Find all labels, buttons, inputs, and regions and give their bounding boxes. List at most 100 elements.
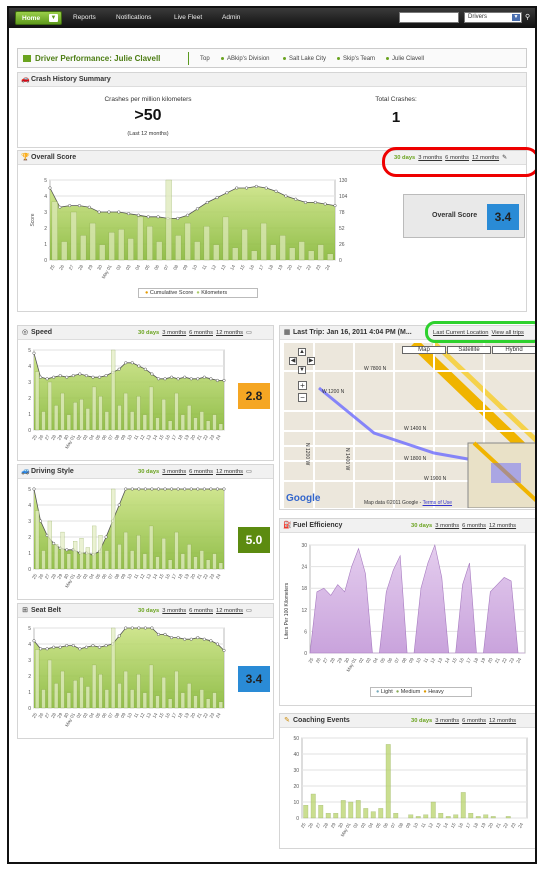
x-tick-label: 13 <box>220 264 227 271</box>
home-button[interactable]: Home ▼ <box>15 11 62 25</box>
x-tick-label: 22 <box>202 712 209 719</box>
edit-icon[interactable]: ✎ <box>502 155 507 161</box>
x-tick-label: 04 <box>134 264 141 271</box>
zoom-out-button[interactable]: − <box>298 393 307 402</box>
range-12-months[interactable]: 12 months <box>216 469 244 475</box>
range-12-months[interactable]: 12 months <box>472 155 500 161</box>
range-30-days[interactable]: 30 days <box>411 523 433 529</box>
range-12-months[interactable]: 12 months <box>489 523 517 529</box>
range-30-days[interactable]: 30 days <box>411 718 433 724</box>
y-tick-label: 30 <box>293 768 299 774</box>
range-30-days[interactable]: 30 days <box>138 608 160 614</box>
range-3-months[interactable]: 3 months <box>162 330 187 336</box>
map-pan-control[interactable]: ▲ ◀ ▶ ▼ <box>289 348 315 374</box>
x-tick-label: 22 <box>501 657 508 664</box>
crumb-team[interactable]: Skip's Team <box>337 56 375 62</box>
nav-admin[interactable]: Admin <box>222 14 241 21</box>
driver-select[interactable]: Drivers ▼ <box>464 12 522 23</box>
data-point <box>52 541 56 545</box>
expand-icon[interactable]: ▭ <box>246 469 252 475</box>
data-point <box>189 487 193 491</box>
data-point <box>32 487 36 491</box>
range-3-months[interactable]: 3 months <box>162 608 187 614</box>
crumb-city[interactable]: Salt Lake City <box>283 56 326 62</box>
x-tick-label: 02 <box>352 822 359 829</box>
range-3-months[interactable]: 3 months <box>418 155 443 161</box>
data-bar <box>289 247 296 261</box>
crumb-driver[interactable]: Julie Clavell <box>386 56 424 62</box>
data-bar <box>155 417 160 431</box>
search-input[interactable] <box>399 12 459 23</box>
range-30-days[interactable]: 30 days <box>138 469 160 475</box>
data-bar <box>149 525 154 570</box>
range-12-months[interactable]: 12 months <box>216 330 244 336</box>
nav-notifications[interactable]: Notifications <box>116 14 152 21</box>
range-3-months[interactable]: 3 months <box>435 718 460 724</box>
x-tick-label: 19 <box>480 822 487 829</box>
speed-title: Speed <box>31 329 53 336</box>
data-bar <box>317 244 324 261</box>
x-tick-label: 17 <box>170 434 177 441</box>
trip-map[interactable]: Map Satellite Hybrid ▲ ◀ ▶ ▼ + − W 7800 … <box>284 343 535 508</box>
data-bar <box>35 371 40 431</box>
x-tick-label: 30 <box>63 573 70 580</box>
range-3-months[interactable]: 3 months <box>435 523 460 529</box>
x-tick-label: 18 <box>177 573 184 580</box>
view-all-trips-link[interactable]: View all trips <box>491 330 524 336</box>
search-icon[interactable]: ⚲ <box>525 14 531 21</box>
data-bar <box>206 420 211 431</box>
y2-tick-label: 78 <box>339 210 345 216</box>
map-type-map[interactable]: Map <box>402 346 446 354</box>
map-type-satellite[interactable]: Satellite <box>447 346 491 354</box>
range-6-months[interactable]: 6 months <box>189 608 213 614</box>
last-current-location-link[interactable]: Last Current Location <box>433 330 489 336</box>
range-6-months[interactable]: 6 months <box>445 155 469 161</box>
range-6-months[interactable]: 6 months <box>189 330 213 336</box>
x-tick-label: 14 <box>442 822 449 829</box>
range-6-months[interactable]: 6 months <box>462 718 486 724</box>
data-bar <box>35 510 40 570</box>
crumb-top[interactable]: Top <box>200 56 210 62</box>
nav-live-fleet[interactable]: Live Fleet <box>174 14 203 21</box>
data-point <box>284 194 288 198</box>
data-point <box>146 215 150 219</box>
data-point <box>150 372 154 376</box>
crash-rate-value: >50 <box>134 107 162 124</box>
expand-icon[interactable]: ▭ <box>246 608 252 614</box>
expand-icon[interactable]: ▭ <box>246 330 252 336</box>
range-3-months[interactable]: 3 months <box>162 469 187 475</box>
data-bar <box>149 664 154 709</box>
map-type-hybrid[interactable]: Hybrid <box>492 346 535 354</box>
y-tick-label: 0 <box>296 816 299 822</box>
x-tick-label: 03 <box>82 573 89 580</box>
coaching-events-panel: ✎ Coaching Events 30 days 3 months 6 months… <box>279 713 535 849</box>
data-point <box>183 637 187 641</box>
range-30-days[interactable]: 30 days <box>138 330 160 336</box>
range-30-days[interactable]: 30 days <box>394 155 416 161</box>
nav-reports[interactable]: Reports <box>73 14 96 21</box>
range-12-months[interactable]: 12 months <box>216 608 244 614</box>
fuel-ylabel: Liters Per 100 Kilometers <box>284 582 290 639</box>
x-tick-label: 04 <box>88 712 95 719</box>
range-12-months[interactable]: 12 months <box>489 718 517 724</box>
data-point <box>137 626 141 630</box>
street-label: W 1200 N <box>322 389 345 395</box>
range-6-months[interactable]: 6 months <box>462 523 486 529</box>
range-6-months[interactable]: 6 months <box>189 469 213 475</box>
data-point <box>195 207 199 211</box>
data-point <box>303 200 308 204</box>
x-tick-label: May 01 <box>101 264 113 280</box>
zoom-in-button[interactable]: + <box>298 381 307 390</box>
data-point <box>222 487 226 491</box>
data-bar <box>85 408 90 431</box>
x-tick-label: 07 <box>107 712 114 719</box>
y-tick-label: 5 <box>28 626 31 632</box>
data-bar <box>146 226 153 261</box>
x-tick-label: 07 <box>107 573 114 580</box>
x-tick-label: 30 <box>343 657 350 664</box>
crumb-division[interactable]: ABkip's Division <box>221 56 270 62</box>
data-bar <box>199 411 204 431</box>
data-point <box>130 487 134 491</box>
data-bar <box>174 392 179 431</box>
terms-link[interactable]: Terms of Use <box>422 500 453 506</box>
